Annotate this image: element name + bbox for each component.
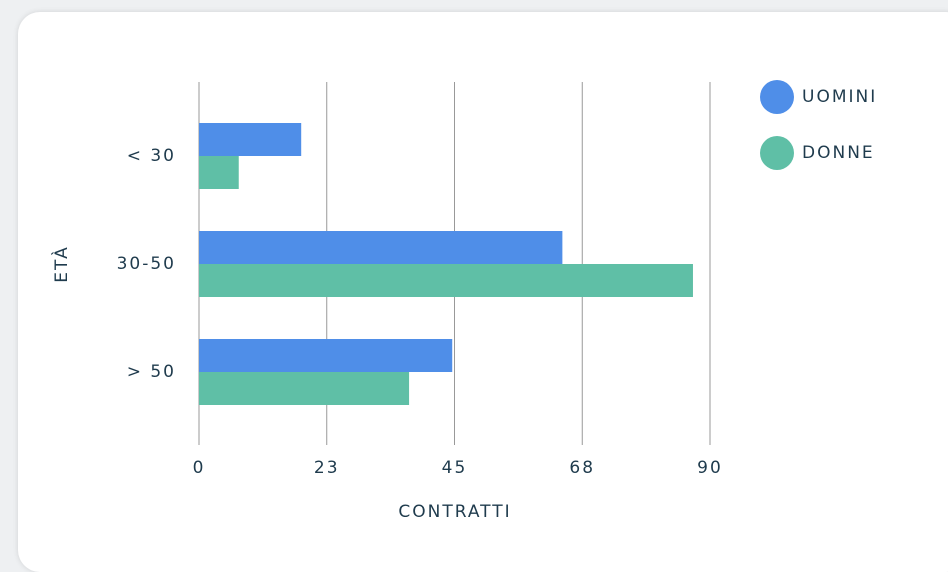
- bar: [199, 231, 563, 264]
- bar: [199, 156, 239, 189]
- y-tick-label: > 50: [127, 362, 176, 382]
- legend-swatch: [760, 80, 794, 114]
- bar: [199, 264, 693, 297]
- chart: CONTRATTI ETÀ 0 23 45 68 90 < 30 30-50 > 50 UOMI…: [50, 80, 877, 522]
- x-tick-label: 90: [697, 458, 723, 478]
- legend-label: DONNE: [802, 143, 875, 163]
- bar: [199, 123, 302, 156]
- x-tick-label: 68: [569, 458, 595, 478]
- legend-label: UOMINI: [802, 87, 877, 107]
- x-tick-label: 23: [314, 458, 340, 478]
- bar: [199, 339, 453, 372]
- x-tick-label: 0: [193, 458, 206, 478]
- y-tick-label: < 30: [127, 146, 176, 166]
- y-tick-label: 30-50: [117, 254, 176, 274]
- page: CONTRATTI ETÀ 0 23 45 68 90 < 30 30-50 > 50 UOMI…: [18, 12, 948, 572]
- x-tick-label: 45: [442, 458, 468, 478]
- bar: [199, 372, 410, 405]
- y-axis-label: ETÀ: [50, 245, 72, 282]
- legend-swatch: [760, 136, 794, 170]
- x-axis-label: CONTRATTI: [398, 502, 511, 522]
